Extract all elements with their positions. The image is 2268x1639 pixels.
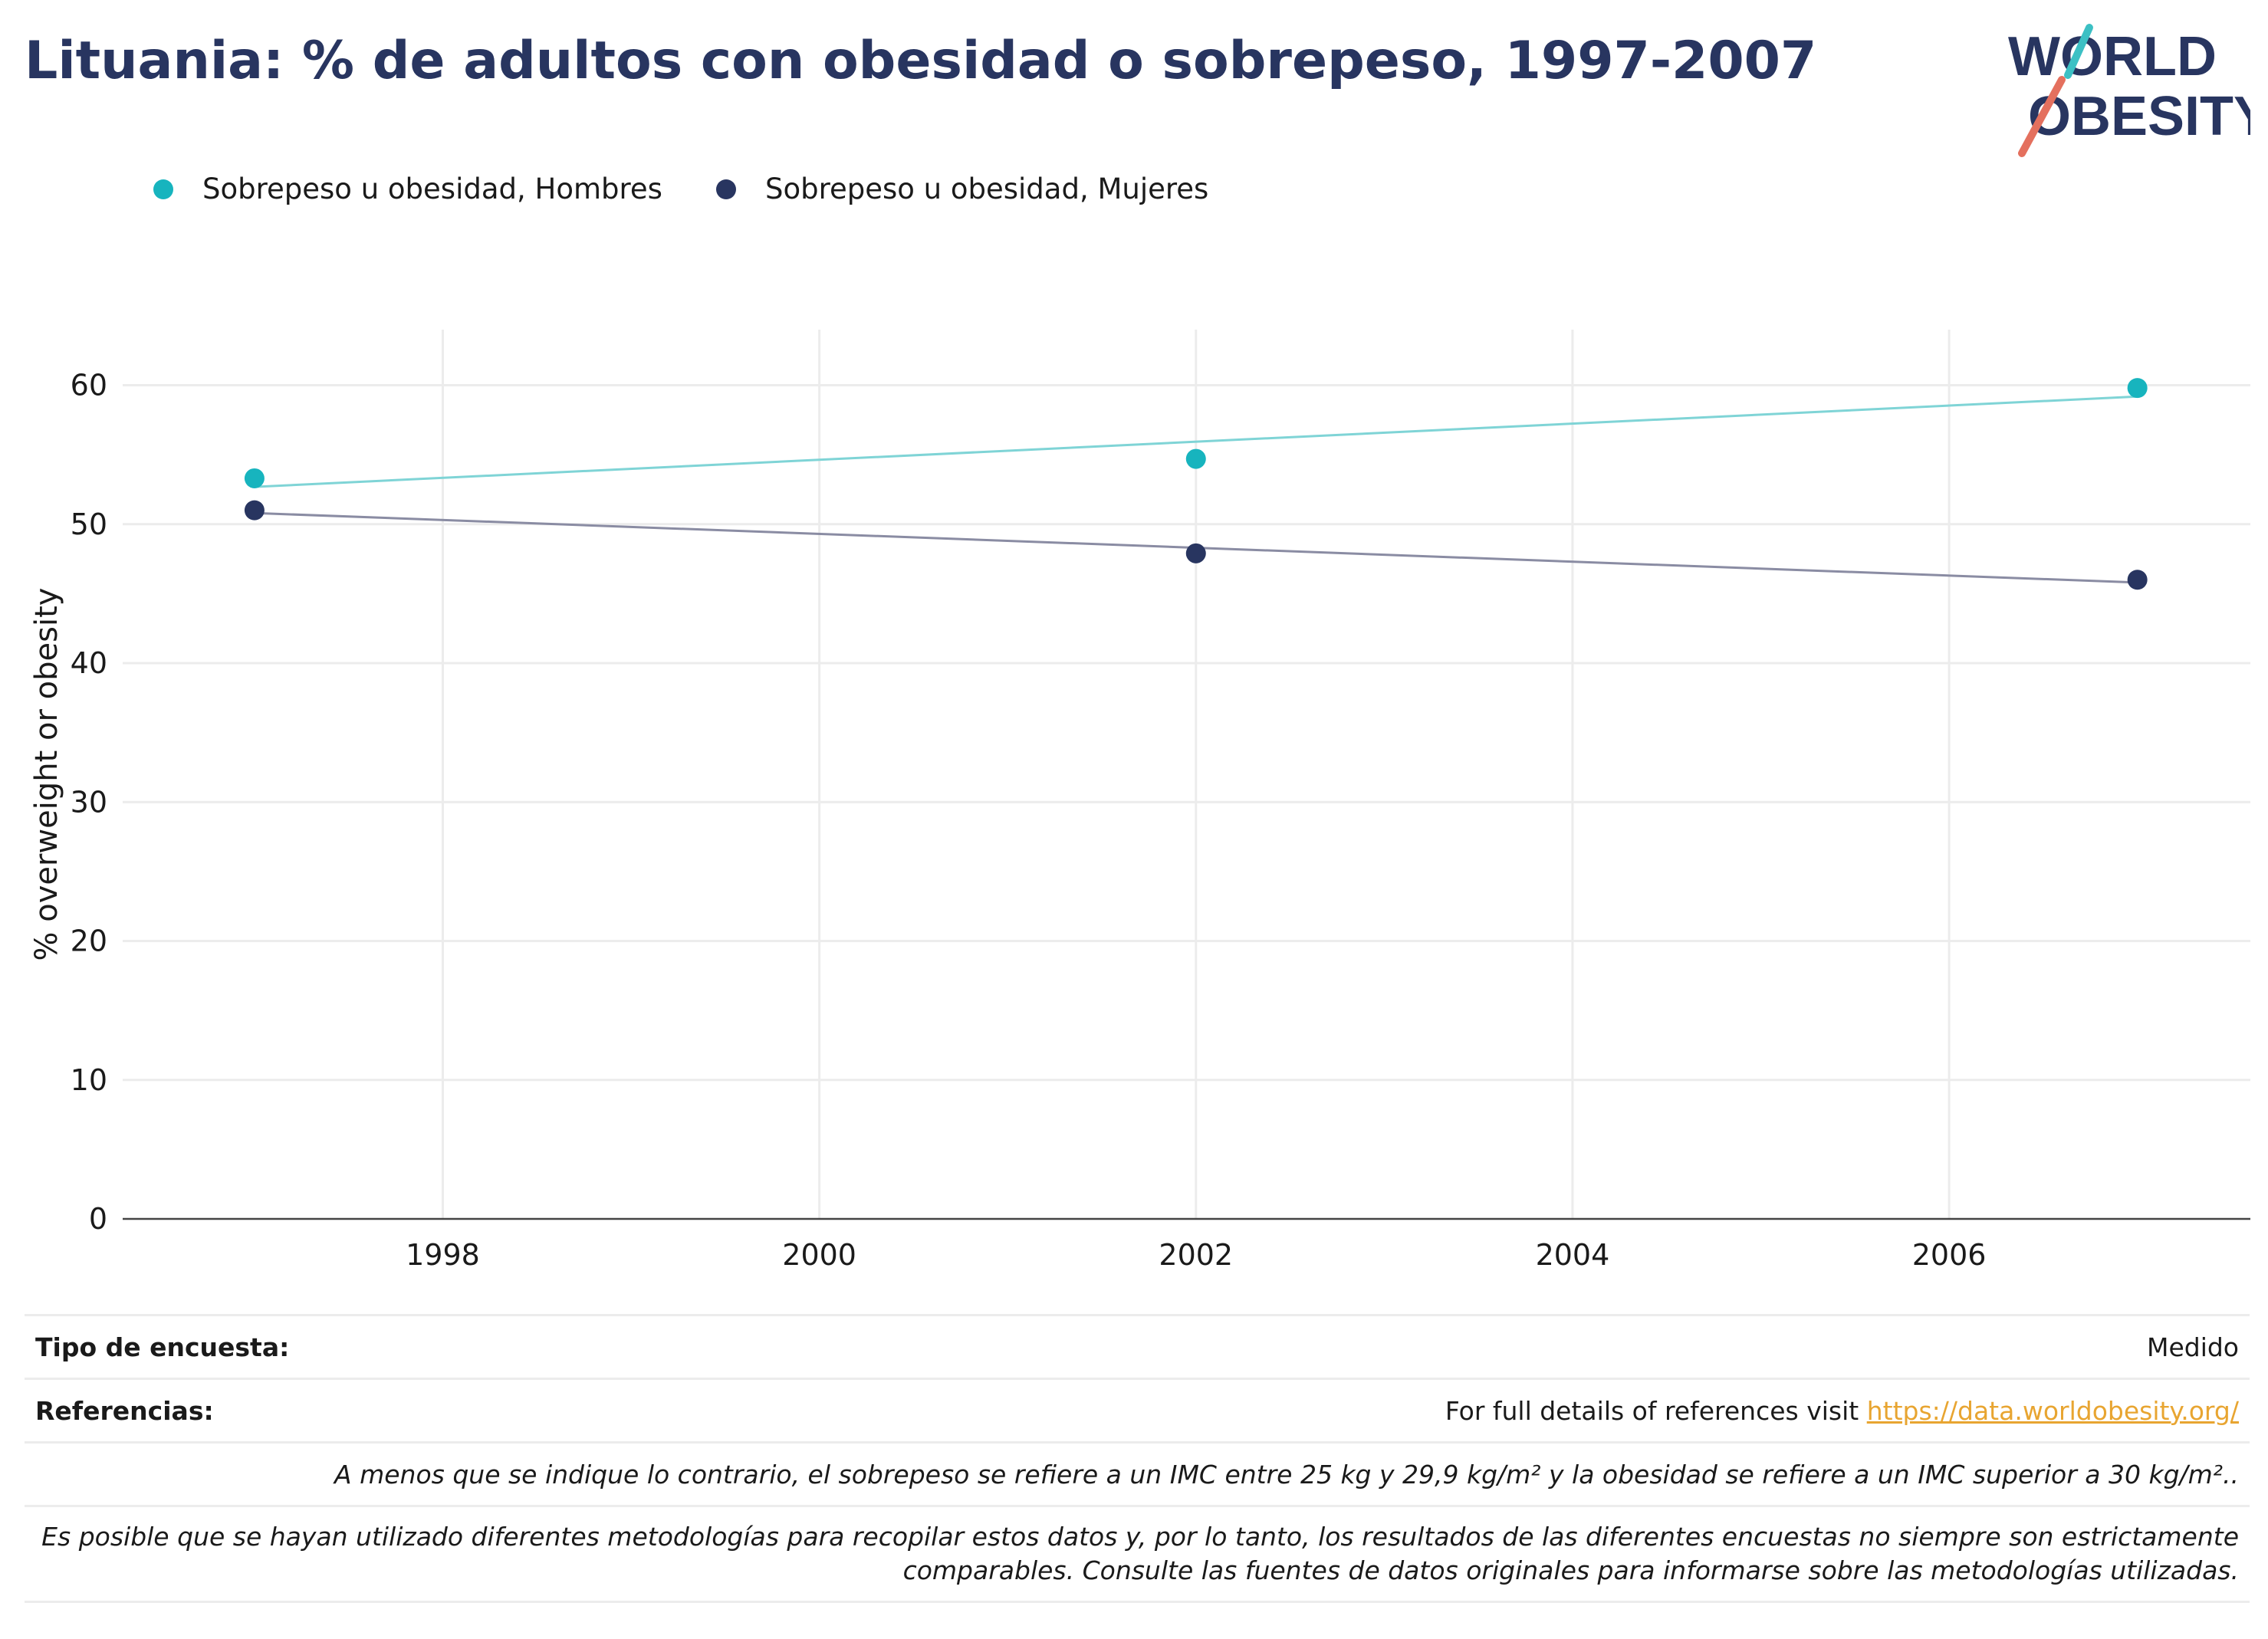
- y-tick-label: 40: [71, 646, 107, 680]
- x-tick-label: 2006: [1912, 1238, 1987, 1272]
- references-value: For full details of references visit htt…: [1445, 1396, 2239, 1426]
- info-row-references: Referencias: For full details of referen…: [25, 1378, 2250, 1441]
- survey-type-label: Tipo de encuesta:: [35, 1332, 290, 1362]
- references-link[interactable]: https://data.worldobesity.org/: [1866, 1395, 2239, 1426]
- data-points: [244, 378, 2148, 590]
- info-row-methods-note: Es posible que se hayan utilizado difere…: [25, 1505, 2250, 1603]
- legend-marker-hombres: [153, 179, 173, 199]
- y-tick-label: 50: [71, 507, 107, 541]
- chart-plot: 0 10 20 30 40 50 60 1998 2000 2002 2004 2006 % over…: [29, 330, 2250, 1272]
- legend-marker-mujeres: [715, 179, 736, 199]
- logo-line-2: OBESITY: [2028, 86, 2250, 147]
- info-row-survey-type: Tipo de encuesta: Medido: [25, 1314, 2250, 1378]
- legend-item-mujeres[interactable]: Sobrepeso u obesidad, Mujeres: [715, 172, 1209, 205]
- y-tick-label: 10: [71, 1063, 107, 1097]
- grid: [123, 330, 2250, 1219]
- logo-line-1: WORLD: [2008, 26, 2217, 87]
- world-obesity-logo: WORLD OBESITY: [2008, 24, 2250, 157]
- chart-title: Lituania: % de adultos con obesidad o so…: [25, 31, 1817, 91]
- info-table: Tipo de encuesta: Medido Referencias: Fo…: [25, 1314, 2250, 1603]
- survey-type-value: Medido: [2146, 1332, 2239, 1362]
- data-point[interactable]: [1185, 543, 1206, 563]
- methods-note-line-2: comparables. Consulte las fuentes de dat…: [902, 1555, 2239, 1585]
- data-point[interactable]: [1185, 448, 1206, 469]
- axes: 0 10 20 30 40 50 60 1998 2000 2002 2004 2006: [71, 369, 2250, 1272]
- y-tick-label: 60: [71, 369, 107, 402]
- data-point[interactable]: [244, 500, 265, 521]
- logo-coral-slash: [2018, 76, 2066, 157]
- x-tick-label: 2004: [1536, 1238, 1610, 1272]
- y-tick-label: 0: [89, 1202, 107, 1236]
- data-point[interactable]: [244, 468, 265, 488]
- x-tick-label: 2002: [1159, 1238, 1233, 1272]
- y-tick-label: 30: [71, 785, 107, 819]
- legend-item-hombres[interactable]: Sobrepeso u obesidad, Hombres: [153, 172, 662, 205]
- references-label: Referencias:: [35, 1395, 214, 1426]
- data-point[interactable]: [2127, 570, 2148, 590]
- logo-teal-slash: [2064, 24, 2093, 79]
- methods-note-line-1: Es posible que se hayan utilizado difere…: [41, 1522, 2239, 1552]
- x-tick-label: 1998: [406, 1238, 480, 1272]
- bmi-note: A menos que se indique lo contrario, el …: [334, 1459, 2239, 1490]
- y-tick-label: 20: [71, 925, 107, 958]
- legend-label-hombres: Sobrepeso u obesidad, Hombres: [202, 172, 662, 205]
- trend-line-0: [254, 395, 2138, 488]
- info-row-bmi-note: A menos que se indique lo contrario, el …: [25, 1441, 2250, 1505]
- references-text: For full details of references visit: [1445, 1395, 1867, 1426]
- data-point[interactable]: [2127, 378, 2148, 399]
- x-tick-label: 2000: [782, 1238, 856, 1272]
- legend: Sobrepeso u obesidad, Hombres Sobrepeso …: [153, 172, 1208, 205]
- y-axis-title: % overweight or obesity: [29, 588, 64, 961]
- legend-label-mujeres: Sobrepeso u obesidad, Mujeres: [764, 172, 1209, 205]
